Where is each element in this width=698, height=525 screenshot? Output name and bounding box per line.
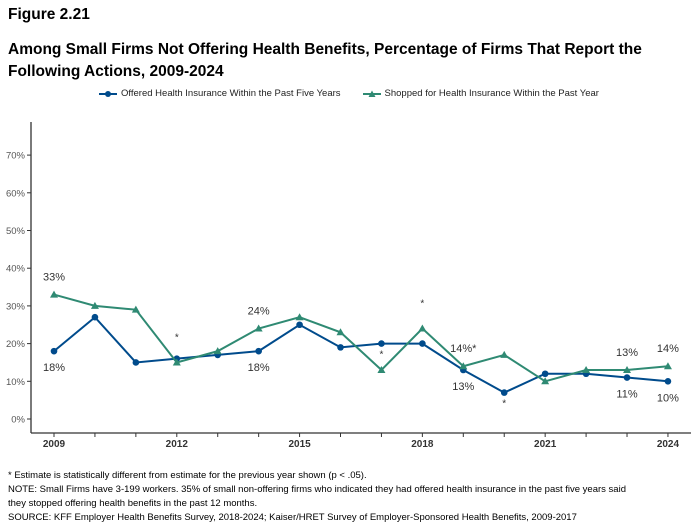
- data-point: [337, 344, 344, 351]
- data-point: [664, 378, 672, 385]
- data-label: *: [175, 332, 179, 343]
- data-point: [131, 305, 140, 313]
- data-point: [623, 365, 632, 373]
- data-label: 18%: [248, 362, 270, 374]
- data-point: [255, 347, 262, 355]
- data-point: [459, 362, 468, 370]
- y-tick-label: 70%: [6, 151, 26, 162]
- note-line: SOURCE: KFF Employer Health Benefits Sur…: [8, 512, 577, 523]
- data-point: [419, 340, 426, 347]
- x-tick-label: 2024: [657, 439, 680, 450]
- data-point: [623, 374, 631, 381]
- data-point: [541, 377, 550, 385]
- data-point: [213, 347, 222, 355]
- data-point: [172, 358, 181, 366]
- data-point: [254, 324, 263, 332]
- data-label: 14%*: [450, 343, 477, 355]
- data-point: [500, 389, 508, 396]
- data-point: [50, 290, 58, 298]
- data-label: *: [502, 399, 506, 410]
- y-tick-label: 10%: [6, 377, 26, 388]
- data-point: [418, 324, 427, 332]
- legend-label: Shopped for Health Insurance Within the …: [384, 88, 599, 99]
- data-label: 33%: [43, 272, 65, 284]
- y-tick-label: 0%: [11, 415, 25, 426]
- data-label: 11%: [616, 389, 637, 401]
- data-point: [663, 362, 672, 370]
- data-point: [296, 321, 303, 329]
- data-point: [295, 313, 304, 321]
- data-point: [500, 350, 509, 358]
- x-tick-label: 2012: [166, 439, 189, 450]
- data-label: 13%: [616, 347, 638, 359]
- legend-label: Offered Health Insurance Within the Past…: [121, 88, 341, 99]
- data-label: *: [420, 299, 424, 310]
- data-point: [582, 365, 591, 373]
- figure-label: Figure 2.21: [8, 6, 90, 23]
- legend-item-shopped: Shopped for Health Insurance Within the …: [362, 88, 599, 99]
- x-tick-label: 2018: [411, 439, 434, 450]
- data-label: 14%: [657, 343, 679, 355]
- data-label: 24%: [248, 306, 270, 318]
- x-tick-label: 2015: [288, 439, 311, 450]
- data-point: [50, 347, 58, 355]
- data-point: [541, 370, 549, 378]
- y-tick-label: 50%: [6, 226, 26, 237]
- line-chart: 0% 10% 20% 30% 40% 50% 60% 70% 2009 2012 2015 2018 2…: [6, 122, 691, 450]
- data-point: [132, 359, 140, 366]
- data-label: 13%: [452, 381, 474, 393]
- data-point: [377, 365, 386, 373]
- data-point: [378, 340, 385, 347]
- legend-item-offered: Offered Health Insurance Within the Past…: [99, 88, 341, 99]
- note-line: they stopped offering health benefits in…: [8, 498, 258, 509]
- data-point: [91, 313, 99, 321]
- notes: * Estimate is statistically different fr…: [8, 469, 626, 525]
- series-line: [53, 293, 669, 383]
- data-label: *: [379, 350, 383, 361]
- legend: Offered Health Insurance Within the Past…: [0, 88, 698, 99]
- data-point: [336, 328, 345, 336]
- note-line: NOTE: Small Firms have 3-199 workers. 35…: [8, 484, 626, 495]
- data-point: [90, 301, 99, 309]
- data-label: 10%: [657, 392, 679, 404]
- x-tick-label: 2009: [43, 439, 66, 450]
- data-label: 18%: [43, 362, 65, 374]
- circle-marker-icon: [99, 90, 118, 97]
- chart-title: Among Small Firms Not Offering Health Be…: [8, 41, 642, 80]
- y-tick-label: 30%: [6, 301, 26, 312]
- x-tick-label: 2021: [534, 439, 557, 450]
- y-tick-label: 20%: [6, 339, 26, 350]
- series-line: [53, 315, 669, 394]
- note-line: * Estimate is statistically different fr…: [8, 470, 367, 481]
- y-tick-label: 60%: [6, 188, 26, 199]
- y-tick-label: 40%: [6, 264, 26, 275]
- triangle-marker-icon: [362, 90, 381, 97]
